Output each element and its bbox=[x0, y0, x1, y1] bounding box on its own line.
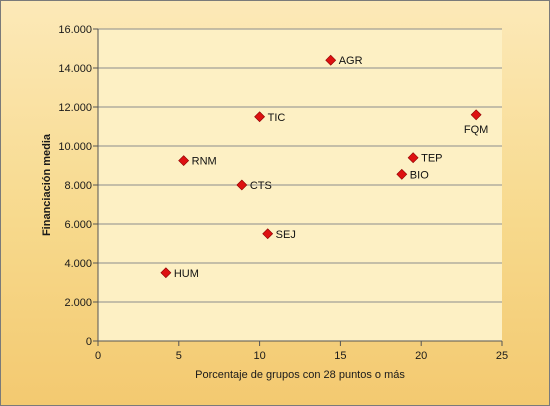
x-tick-label: 20 bbox=[415, 350, 427, 362]
point-label-tep: TEP bbox=[421, 153, 442, 165]
y-tick-labels: 0 2.000 4.000 6.000 8.000 10.000 12.000 14.000 1… bbox=[58, 24, 92, 348]
point-label-fqm: FQM bbox=[464, 124, 488, 136]
y-tick-label: 2.000 bbox=[64, 297, 92, 309]
y-tick-label: 16.000 bbox=[58, 24, 92, 36]
point-marker-sej bbox=[262, 228, 274, 240]
x-tick-label: 10 bbox=[253, 350, 265, 362]
point-label-agr: AGR bbox=[339, 55, 363, 67]
x-tick-label: 25 bbox=[496, 350, 508, 362]
x-tick-label: 15 bbox=[334, 350, 346, 362]
point-marker-fqm bbox=[470, 109, 482, 121]
point-marker-bio bbox=[396, 168, 408, 180]
point-marker-hum bbox=[160, 267, 172, 279]
point-marker-rnm bbox=[178, 155, 190, 167]
y-tick-label: 14.000 bbox=[58, 63, 92, 75]
y-tick-label: 12.000 bbox=[58, 102, 92, 114]
point-label-tic: TIC bbox=[268, 112, 286, 124]
y-tick-label: 6.000 bbox=[64, 219, 92, 231]
x-axis-title: Porcentaje de grupos con 28 puntos o más bbox=[195, 369, 405, 381]
point-marker-agr bbox=[325, 54, 337, 66]
point-marker-cts bbox=[236, 179, 248, 191]
grid-lines bbox=[93, 28, 503, 346]
point-marker-tic bbox=[254, 111, 266, 123]
point-label-rnm: RNM bbox=[192, 156, 217, 168]
point-marker-tep bbox=[407, 152, 419, 164]
x-tick-label: 0 bbox=[95, 350, 101, 362]
axes bbox=[97, 29, 502, 342]
x-tick-labels: 0 5 10 15 20 25 bbox=[95, 350, 508, 362]
point-label-hum: HUM bbox=[174, 268, 199, 280]
x-tick-label: 5 bbox=[176, 350, 182, 362]
point-label-sej: SEJ bbox=[276, 229, 296, 241]
point-label-cts: CTS bbox=[250, 180, 272, 192]
y-tick-label: 10.000 bbox=[58, 141, 92, 153]
y-tick-label: 4.000 bbox=[64, 258, 92, 270]
y-tick-label: 8.000 bbox=[64, 180, 92, 192]
y-tick-label: 0 bbox=[86, 336, 92, 348]
y-axis-title: Financiación media bbox=[41, 133, 53, 236]
data-points: AGR TIC FQM RNM TEP BIO CTS SEJ HUM bbox=[160, 54, 488, 280]
point-label-bio: BIO bbox=[410, 169, 429, 181]
